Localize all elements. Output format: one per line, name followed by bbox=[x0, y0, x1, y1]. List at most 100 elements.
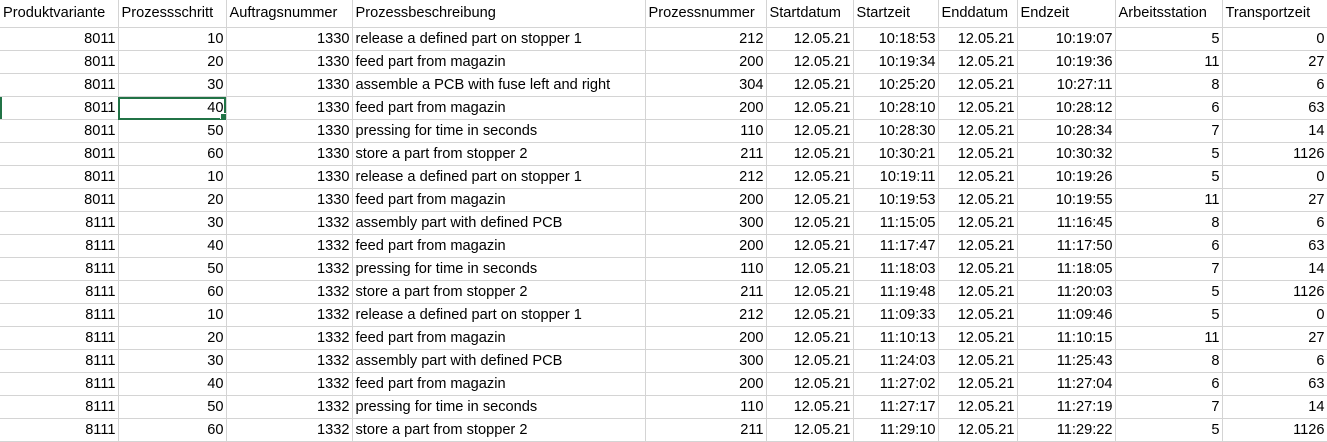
cell-auftragsnummer[interactable]: 1330 bbox=[226, 142, 353, 166]
cell-startzeit[interactable]: 10:18:53 bbox=[853, 27, 939, 51]
cell-prozessbeschreibung[interactable]: feed part from magazin bbox=[352, 326, 646, 350]
cell-endzeit[interactable]: 10:30:32 bbox=[1017, 142, 1116, 166]
cell-transportzeit[interactable]: 0 bbox=[1222, 165, 1327, 189]
cell-auftragsnummer[interactable]: 1332 bbox=[226, 395, 353, 419]
header-cell-prozessschritt[interactable]: Prozessschritt bbox=[118, 0, 227, 28]
cell-prozessbeschreibung[interactable]: feed part from magazin bbox=[352, 96, 646, 120]
cell-auftragsnummer[interactable]: 1332 bbox=[226, 280, 353, 304]
cell-enddatum[interactable]: 12.05.21 bbox=[938, 142, 1018, 166]
cell-auftragsnummer[interactable]: 1330 bbox=[226, 119, 353, 143]
cell-prozessbeschreibung[interactable]: release a defined part on stopper 1 bbox=[352, 165, 646, 189]
cell-produktvariante[interactable]: 8011 bbox=[0, 96, 119, 120]
cell-startdatum[interactable]: 12.05.21 bbox=[766, 257, 854, 281]
cell-enddatum[interactable]: 12.05.21 bbox=[938, 165, 1018, 189]
cell-endzeit[interactable]: 11:25:43 bbox=[1017, 349, 1116, 373]
cell-startzeit[interactable]: 10:28:10 bbox=[853, 96, 939, 120]
cell-transportzeit[interactable]: 1126 bbox=[1222, 142, 1327, 166]
cell-endzeit[interactable]: 11:17:50 bbox=[1017, 234, 1116, 258]
cell-transportzeit[interactable]: 63 bbox=[1222, 372, 1327, 396]
cell-prozessbeschreibung[interactable]: pressing for time in seconds bbox=[352, 119, 646, 143]
cell-prozessschritt[interactable]: 50 bbox=[118, 257, 227, 281]
cell-auftragsnummer[interactable]: 1332 bbox=[226, 349, 353, 373]
cell-prozessnummer[interactable]: 110 bbox=[645, 395, 767, 419]
cell-auftragsnummer[interactable]: 1332 bbox=[226, 234, 353, 258]
cell-prozessschritt[interactable]: 50 bbox=[118, 395, 227, 419]
cell-startdatum[interactable]: 12.05.21 bbox=[766, 349, 854, 373]
cell-enddatum[interactable]: 12.05.21 bbox=[938, 96, 1018, 120]
cell-produktvariante[interactable]: 8011 bbox=[0, 50, 119, 74]
cell-startdatum[interactable]: 12.05.21 bbox=[766, 27, 854, 51]
cell-prozessbeschreibung[interactable]: assemble a PCB with fuse left and right bbox=[352, 73, 646, 97]
cell-prozessnummer[interactable]: 211 bbox=[645, 280, 767, 304]
header-cell-endzeit[interactable]: Endzeit bbox=[1017, 0, 1116, 28]
cell-startzeit[interactable]: 11:19:48 bbox=[853, 280, 939, 304]
cell-enddatum[interactable]: 12.05.21 bbox=[938, 257, 1018, 281]
header-cell-arbeitsstation[interactable]: Arbeitsstation bbox=[1115, 0, 1223, 28]
cell-transportzeit[interactable]: 14 bbox=[1222, 395, 1327, 419]
cell-enddatum[interactable]: 12.05.21 bbox=[938, 280, 1018, 304]
cell-auftragsnummer[interactable]: 1330 bbox=[226, 188, 353, 212]
cell-prozessnummer[interactable]: 110 bbox=[645, 119, 767, 143]
cell-auftragsnummer[interactable]: 1332 bbox=[226, 211, 353, 235]
cell-prozessschritt[interactable]: 20 bbox=[118, 188, 227, 212]
cell-arbeitsstation[interactable]: 8 bbox=[1115, 211, 1223, 235]
cell-auftragsnummer[interactable]: 1332 bbox=[226, 303, 353, 327]
cell-enddatum[interactable]: 12.05.21 bbox=[938, 395, 1018, 419]
cell-produktvariante[interactable]: 8111 bbox=[0, 234, 119, 258]
cell-prozessnummer[interactable]: 304 bbox=[645, 73, 767, 97]
cell-startdatum[interactable]: 12.05.21 bbox=[766, 50, 854, 74]
cell-produktvariante[interactable]: 8111 bbox=[0, 211, 119, 235]
cell-startzeit[interactable]: 11:09:33 bbox=[853, 303, 939, 327]
cell-produktvariante[interactable]: 8111 bbox=[0, 303, 119, 327]
cell-prozessschritt[interactable]: 60 bbox=[118, 280, 227, 304]
cell-startdatum[interactable]: 12.05.21 bbox=[766, 418, 854, 442]
cell-prozessschritt[interactable]: 60 bbox=[118, 142, 227, 166]
cell-arbeitsstation[interactable]: 7 bbox=[1115, 257, 1223, 281]
cell-prozessschritt[interactable]: 10 bbox=[118, 165, 227, 189]
header-cell-prozessbeschreibung[interactable]: Prozessbeschreibung bbox=[352, 0, 646, 28]
cell-auftragsnummer[interactable]: 1332 bbox=[226, 372, 353, 396]
cell-produktvariante[interactable]: 8011 bbox=[0, 142, 119, 166]
cell-produktvariante[interactable]: 8011 bbox=[0, 73, 119, 97]
cell-startzeit[interactable]: 10:19:11 bbox=[853, 165, 939, 189]
cell-startdatum[interactable]: 12.05.21 bbox=[766, 326, 854, 350]
cell-prozessbeschreibung[interactable]: store a part from stopper 2 bbox=[352, 142, 646, 166]
cell-startzeit[interactable]: 10:30:21 bbox=[853, 142, 939, 166]
cell-startzeit[interactable]: 10:19:53 bbox=[853, 188, 939, 212]
cell-prozessbeschreibung[interactable]: assembly part with defined PCB bbox=[352, 211, 646, 235]
cell-prozessschritt[interactable]: 20 bbox=[118, 326, 227, 350]
cell-prozessbeschreibung[interactable]: feed part from magazin bbox=[352, 372, 646, 396]
cell-prozessschritt[interactable]: 10 bbox=[118, 27, 227, 51]
cell-transportzeit[interactable]: 1126 bbox=[1222, 418, 1327, 442]
cell-enddatum[interactable]: 12.05.21 bbox=[938, 119, 1018, 143]
cell-startdatum[interactable]: 12.05.21 bbox=[766, 142, 854, 166]
cell-enddatum[interactable]: 12.05.21 bbox=[938, 27, 1018, 51]
cell-startzeit[interactable]: 10:19:34 bbox=[853, 50, 939, 74]
cell-endzeit[interactable]: 11:29:22 bbox=[1017, 418, 1116, 442]
cell-endzeit[interactable]: 10:19:07 bbox=[1017, 27, 1116, 51]
cell-startdatum[interactable]: 12.05.21 bbox=[766, 372, 854, 396]
cell-startdatum[interactable]: 12.05.21 bbox=[766, 211, 854, 235]
cell-endzeit[interactable]: 10:19:55 bbox=[1017, 188, 1116, 212]
cell-arbeitsstation[interactable]: 5 bbox=[1115, 165, 1223, 189]
cell-endzeit[interactable]: 11:20:03 bbox=[1017, 280, 1116, 304]
cell-produktvariante[interactable]: 8111 bbox=[0, 418, 119, 442]
cell-endzeit[interactable]: 11:10:15 bbox=[1017, 326, 1116, 350]
cell-enddatum[interactable]: 12.05.21 bbox=[938, 326, 1018, 350]
cell-prozessbeschreibung[interactable]: pressing for time in seconds bbox=[352, 257, 646, 281]
cell-prozessnummer[interactable]: 200 bbox=[645, 372, 767, 396]
cell-prozessschritt[interactable]: 30 bbox=[118, 211, 227, 235]
cell-arbeitsstation[interactable]: 6 bbox=[1115, 372, 1223, 396]
header-cell-produktvariante[interactable]: Produktvariante bbox=[0, 0, 119, 28]
cell-endzeit[interactable]: 11:16:45 bbox=[1017, 211, 1116, 235]
cell-startzeit[interactable]: 11:18:03 bbox=[853, 257, 939, 281]
cell-endzeit[interactable]: 10:27:11 bbox=[1017, 73, 1116, 97]
selected-cell[interactable]: 40 bbox=[118, 96, 227, 120]
cell-prozessschritt[interactable]: 10 bbox=[118, 303, 227, 327]
cell-transportzeit[interactable]: 14 bbox=[1222, 257, 1327, 281]
cell-endzeit[interactable]: 11:27:19 bbox=[1017, 395, 1116, 419]
cell-endzeit[interactable]: 10:19:26 bbox=[1017, 165, 1116, 189]
cell-prozessnummer[interactable]: 212 bbox=[645, 165, 767, 189]
cell-transportzeit[interactable]: 0 bbox=[1222, 303, 1327, 327]
cell-prozessbeschreibung[interactable]: release a defined part on stopper 1 bbox=[352, 303, 646, 327]
